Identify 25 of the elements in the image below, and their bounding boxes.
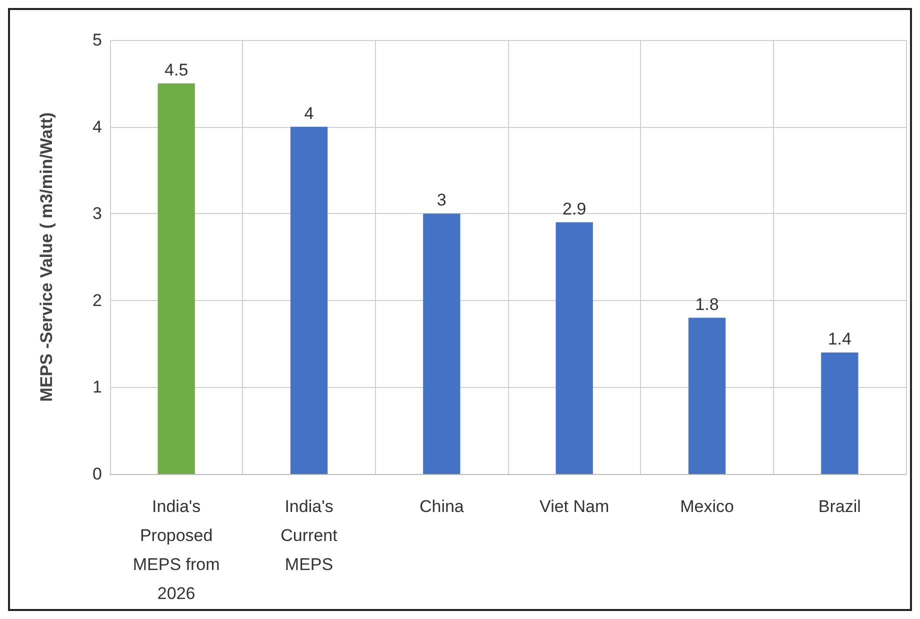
bar	[158, 83, 195, 474]
bar	[423, 214, 460, 474]
x-tick-label: India's Proposed MEPS from 2026	[132, 497, 220, 603]
y-tick-label: 3	[92, 204, 102, 224]
x-tick-label: India's Current MEPS	[280, 497, 338, 574]
data-label: 1.4	[828, 329, 852, 348]
bar	[290, 126, 328, 474]
y-tick-label: 2	[92, 290, 102, 310]
y-tick-label: 1	[92, 378, 102, 397]
bar	[821, 352, 858, 474]
y-tick-label: 5	[92, 30, 102, 50]
data-label: 2.9	[562, 199, 586, 218]
x-tick-label: Viet Nam	[540, 497, 610, 516]
x-tick-label: Mexico	[680, 497, 734, 516]
y-axis-title: MEPS -Service Value ( m3/min/Watt)	[37, 112, 56, 402]
data-label: 1.8	[695, 294, 719, 314]
bar	[556, 222, 593, 474]
data-label: 4	[304, 104, 314, 123]
bar	[688, 318, 726, 474]
x-tick-label: China	[419, 497, 464, 516]
y-tick-label: 0	[92, 464, 102, 484]
y-tick-label: 4	[92, 117, 102, 136]
x-tick-label: Brazil	[818, 497, 861, 516]
data-label: 3	[436, 190, 446, 210]
data-label: 4.5	[164, 60, 188, 80]
